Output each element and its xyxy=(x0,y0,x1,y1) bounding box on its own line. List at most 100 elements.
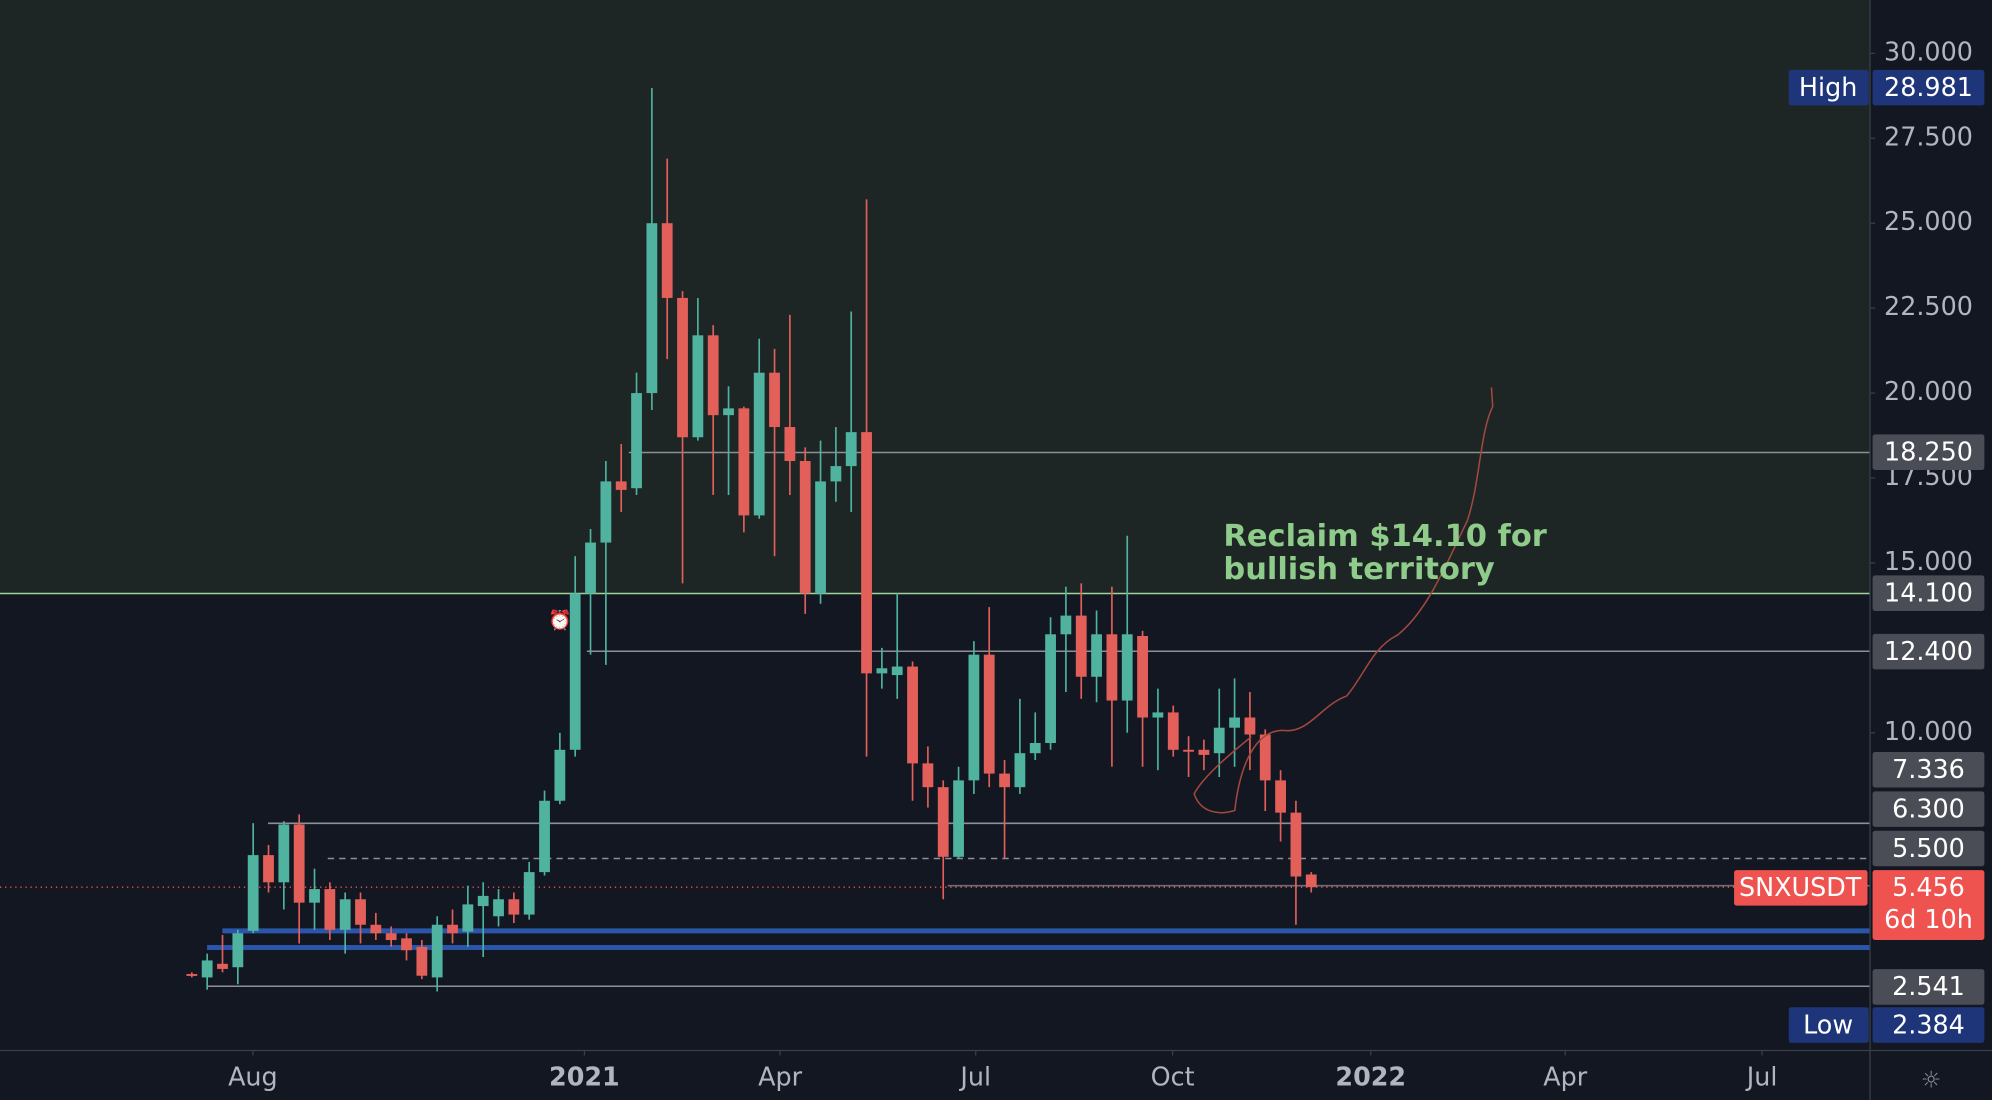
candle-body xyxy=(631,393,642,489)
candle-body xyxy=(738,408,750,516)
candle-body xyxy=(1029,743,1041,754)
candle-body xyxy=(937,787,949,857)
level-label-box xyxy=(1872,969,1985,1005)
extreme-value: 28.981 xyxy=(1884,72,1973,102)
level-label: 12.400 xyxy=(1884,636,1973,666)
candle-body xyxy=(661,223,673,298)
candle-body xyxy=(324,889,336,930)
x-tick-label: Aug xyxy=(228,1061,278,1091)
x-tick-label: Apr xyxy=(758,1061,802,1091)
level-label-box xyxy=(1872,633,1985,670)
y-tick-label: 10.000 xyxy=(1884,716,1973,746)
candle-body xyxy=(493,899,504,917)
candle-body xyxy=(799,461,811,594)
candle-body xyxy=(692,335,704,438)
candle-body xyxy=(186,974,198,976)
candle-body xyxy=(355,899,366,925)
y-tick-label: 20.000 xyxy=(1884,376,1973,406)
extreme-name: High xyxy=(1799,72,1857,102)
candle-body xyxy=(217,963,228,969)
y-tick-label: 22.500 xyxy=(1884,291,1973,321)
level-label-box xyxy=(1872,575,1985,611)
candle-body xyxy=(677,297,688,438)
candle-body xyxy=(1259,734,1271,781)
alarm-icon: ⏰ xyxy=(548,609,572,632)
candle-body xyxy=(1167,712,1179,750)
candle-body xyxy=(876,668,888,674)
candle-body xyxy=(983,654,995,774)
candle-body xyxy=(1137,635,1148,718)
level-label: 5.500 xyxy=(1892,833,1965,863)
candle-body xyxy=(247,855,259,931)
candle-body xyxy=(830,466,842,482)
settings-icon: ☼ xyxy=(1921,1067,1942,1093)
y-tick-label: 30.000 xyxy=(1884,36,1973,66)
countdown: 6d 10h xyxy=(1884,904,1973,934)
candle-body xyxy=(784,427,796,462)
candle-body xyxy=(201,960,213,978)
candle-body xyxy=(585,542,596,594)
level-label: 2.541 xyxy=(1892,971,1965,1001)
candle-body xyxy=(845,432,857,467)
extreme-name-box xyxy=(1788,1007,1869,1043)
last-price-value: 5.456 xyxy=(1892,872,1965,902)
candle-body xyxy=(615,481,627,490)
candle-body xyxy=(1275,780,1286,813)
annotation: bullish territory xyxy=(1223,552,1495,587)
candle-body xyxy=(968,654,980,781)
candle-body xyxy=(416,946,428,976)
candle-body xyxy=(1014,753,1026,788)
candle-body xyxy=(922,763,934,788)
projection-curve xyxy=(1193,387,1494,814)
candle-body xyxy=(1229,717,1240,728)
extreme-name: Low xyxy=(1803,1009,1853,1039)
candle-body xyxy=(278,824,290,883)
candle-body xyxy=(263,855,274,883)
level-label: 14.100 xyxy=(1884,577,1973,607)
annotation: Reclaim $14.10 for xyxy=(1223,519,1546,554)
extreme-value-box xyxy=(1872,1007,1985,1043)
candle-body xyxy=(707,335,719,416)
upper-zone xyxy=(0,0,1871,594)
candle-body xyxy=(523,872,535,915)
level-label-box xyxy=(1872,751,1985,788)
x-tick-label: Jul xyxy=(958,1061,991,1091)
last-price-box xyxy=(1872,870,1985,940)
candle-body xyxy=(891,666,903,676)
candle-body xyxy=(1045,634,1056,744)
candle-body xyxy=(999,773,1010,788)
candle-body xyxy=(539,800,550,873)
level-label-box xyxy=(1872,830,1985,867)
extreme-value: 2.384 xyxy=(1892,1009,1965,1039)
candle-body xyxy=(753,372,765,516)
candle-body xyxy=(508,899,520,915)
candle-body xyxy=(1198,749,1210,755)
candle-body xyxy=(232,933,244,968)
level-label: 6.300 xyxy=(1892,793,1965,823)
y-tick-label: 25.000 xyxy=(1884,206,1973,236)
x-tick-label: 2022 xyxy=(1335,1061,1406,1091)
candle-body xyxy=(385,933,397,941)
candle-body xyxy=(431,924,443,978)
y-tick-label: 15.000 xyxy=(1884,546,1973,576)
x-tick-label: Apr xyxy=(1543,1061,1587,1091)
level-label-box xyxy=(1872,791,1985,827)
candle-body xyxy=(1305,874,1317,888)
candle-body xyxy=(569,593,581,750)
candle-body xyxy=(953,780,964,857)
x-tick-label: Oct xyxy=(1151,1061,1195,1091)
candle-body xyxy=(907,666,918,764)
candle-body xyxy=(815,481,826,594)
candle-body xyxy=(462,904,474,932)
candle-body xyxy=(1290,812,1302,877)
candle-body xyxy=(1121,634,1133,701)
candle-body xyxy=(1213,727,1225,754)
candle-body xyxy=(477,895,489,907)
y-tick-label: 27.500 xyxy=(1884,121,1973,151)
candle-body xyxy=(1106,634,1118,701)
candle-body xyxy=(1183,749,1194,752)
candle-body xyxy=(370,924,382,934)
candle-body xyxy=(1244,717,1256,735)
